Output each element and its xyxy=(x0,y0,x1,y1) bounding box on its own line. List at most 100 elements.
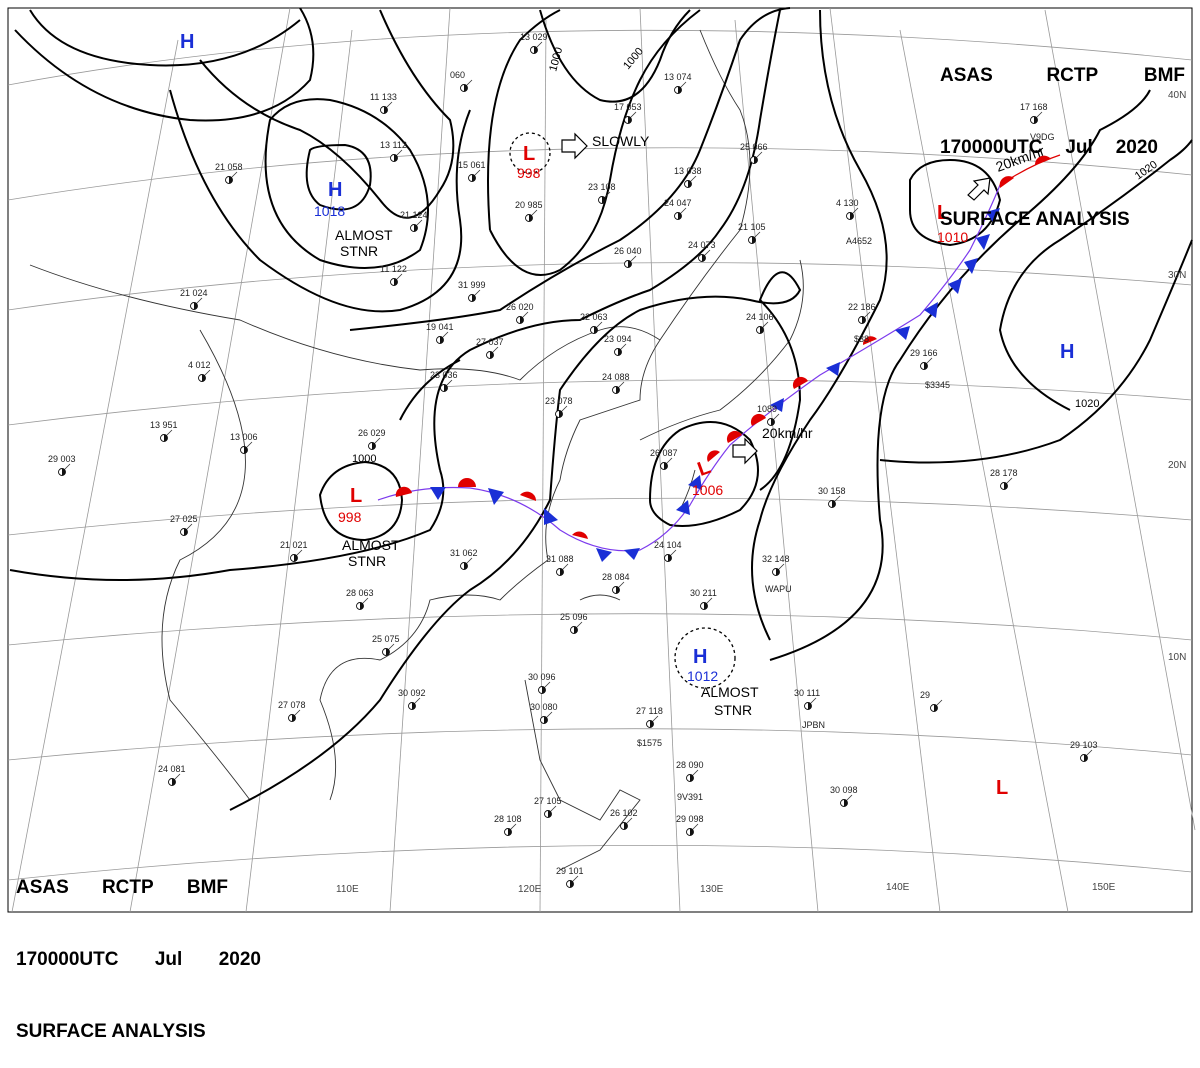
cold-front-symbols xyxy=(430,208,1000,562)
system-note: ALMOST xyxy=(342,537,400,553)
station-plot: 27 037 xyxy=(476,337,504,359)
station-value: 15 061 xyxy=(458,160,486,170)
station-value: 21 105 xyxy=(738,222,766,232)
station-plot: 4 130 xyxy=(836,198,859,220)
station-value: 30 096 xyxy=(528,672,556,682)
longitude-label: 110E xyxy=(336,884,359,895)
station-value: 30 098 xyxy=(830,785,858,795)
station-value: 28 063 xyxy=(346,588,374,598)
station-value: 20 985 xyxy=(515,200,543,210)
station-plot: 21 105 xyxy=(738,222,766,244)
station-plot: 29 166 xyxy=(910,348,938,370)
station-plot: 31 999 xyxy=(458,280,486,302)
longitude-label: 150E xyxy=(1092,882,1116,893)
station-plot: 31 062 xyxy=(450,548,478,570)
station-value: 31 999 xyxy=(458,280,486,290)
station-plot: 24 104 xyxy=(654,540,682,562)
station-value: 13 074 xyxy=(664,72,692,82)
system-note: SLOWLY xyxy=(592,133,650,149)
station-value: 31 062 xyxy=(450,548,478,558)
cloud-cover-icon xyxy=(184,528,188,536)
station-value: 25 066 xyxy=(740,142,768,152)
cloud-cover-icon xyxy=(771,418,775,426)
station-value: 11 122 xyxy=(380,264,407,274)
movement-arrow-icon xyxy=(561,132,588,160)
station-plot: 24 106 xyxy=(746,312,774,334)
header-bottom-left: ASAS RCTP BMF 170000UTC Jul 2020 SURFACE… xyxy=(16,828,261,1068)
parallel-lines xyxy=(7,29,1193,881)
station-value: 30 092 xyxy=(398,688,426,698)
cloud-cover-icon xyxy=(372,442,376,450)
station-value: 1089 xyxy=(757,404,777,414)
cloud-cover-icon xyxy=(1004,482,1008,490)
station-code: JPBN xyxy=(802,720,825,730)
station-plot: 4 012 xyxy=(188,360,211,382)
header-time: 170000UTC xyxy=(940,137,1043,158)
cloud-cover-icon xyxy=(650,720,654,728)
station-plot: 27 025 xyxy=(170,514,198,536)
cloud-cover-icon xyxy=(862,316,866,324)
isobar-label: 1020 xyxy=(1075,398,1099,410)
station-value: 13 029 xyxy=(520,32,548,42)
station-plot: 29 xyxy=(920,690,943,712)
station-plots: 13 029 060 11 133 13 112 21 058 15 061 20 985 2… xyxy=(48,32,1098,888)
header-station: RCTP xyxy=(1046,65,1099,86)
cloud-cover-icon xyxy=(520,316,524,324)
cloud-cover-icon xyxy=(678,212,682,220)
station-code: $38 xyxy=(854,334,869,344)
station-plot: 28 178 xyxy=(990,468,1018,490)
station-plot: 23 036 xyxy=(430,370,458,392)
station-plot: 1089 xyxy=(757,404,780,426)
station-value: 25 096 xyxy=(560,612,588,622)
cloud-cover-icon xyxy=(464,84,468,92)
latitude-label: 10N xyxy=(1168,652,1186,663)
station-value: 26 102 xyxy=(610,808,638,818)
station-code: WAPU xyxy=(765,584,792,594)
station-plot: 24 088 xyxy=(602,372,630,394)
station-value: 28 108 xyxy=(494,814,522,824)
station-plot: 26 029 xyxy=(358,428,386,450)
station-value: 17 053 xyxy=(614,102,642,112)
header-month: Jul xyxy=(154,949,183,970)
station-value: 27 025 xyxy=(170,514,198,524)
cloud-cover-icon xyxy=(384,106,388,114)
station-codes: $1575 9V391 JPBN WAPU A4652 $3345 $38 V9… xyxy=(637,132,1055,802)
station-value: 30 111 xyxy=(794,688,820,698)
cloud-cover-icon xyxy=(544,716,548,724)
high-symbol: H xyxy=(180,31,194,53)
header-top-right: ASAS RCTP BMF 170000UTC Jul 2020 SURFACE… xyxy=(940,16,1185,256)
cloud-cover-icon xyxy=(560,568,564,576)
station-plot: 20 985 xyxy=(515,200,543,222)
high-symbol: H xyxy=(1060,341,1074,363)
station-value: 30 211 xyxy=(690,588,717,598)
low-symbol: L xyxy=(937,202,949,224)
cloud-cover-icon xyxy=(618,348,622,356)
header-agency: ASAS xyxy=(940,65,993,86)
station-value: 31 088 xyxy=(546,554,574,564)
station-value: 24 073 xyxy=(688,240,716,250)
station-plot: 30 111 xyxy=(794,688,820,710)
cloud-cover-icon xyxy=(62,468,66,476)
stationary-front-line xyxy=(377,184,1001,552)
low-symbol: L xyxy=(350,485,362,507)
cloud-cover-icon xyxy=(594,326,598,334)
cloud-cover-icon xyxy=(394,278,398,286)
header-agency: ASAS xyxy=(16,877,69,898)
station-plot: 26 087 xyxy=(650,448,678,470)
cloud-cover-icon xyxy=(440,336,444,344)
station-value: 27 078 xyxy=(278,700,306,710)
station-plot: 28 063 xyxy=(346,588,374,610)
station-plot: 27 078 xyxy=(278,700,306,722)
cloud-cover-icon xyxy=(628,116,632,124)
station-value: 25 075 xyxy=(372,634,400,644)
cloud-cover-icon xyxy=(559,410,563,418)
station-plot: 19 041 xyxy=(426,322,454,344)
station-value: 23 094 xyxy=(604,334,632,344)
station-value: 27 037 xyxy=(476,337,504,347)
cloud-cover-icon xyxy=(602,196,606,204)
latitude-labels: 40N 30N 20N 10N xyxy=(1168,90,1186,663)
station-value: 24 088 xyxy=(602,372,630,382)
header-title: SURFACE ANALYSIS xyxy=(16,1021,206,1042)
station-value: 24 106 xyxy=(746,312,774,322)
cloud-cover-icon xyxy=(832,500,836,508)
